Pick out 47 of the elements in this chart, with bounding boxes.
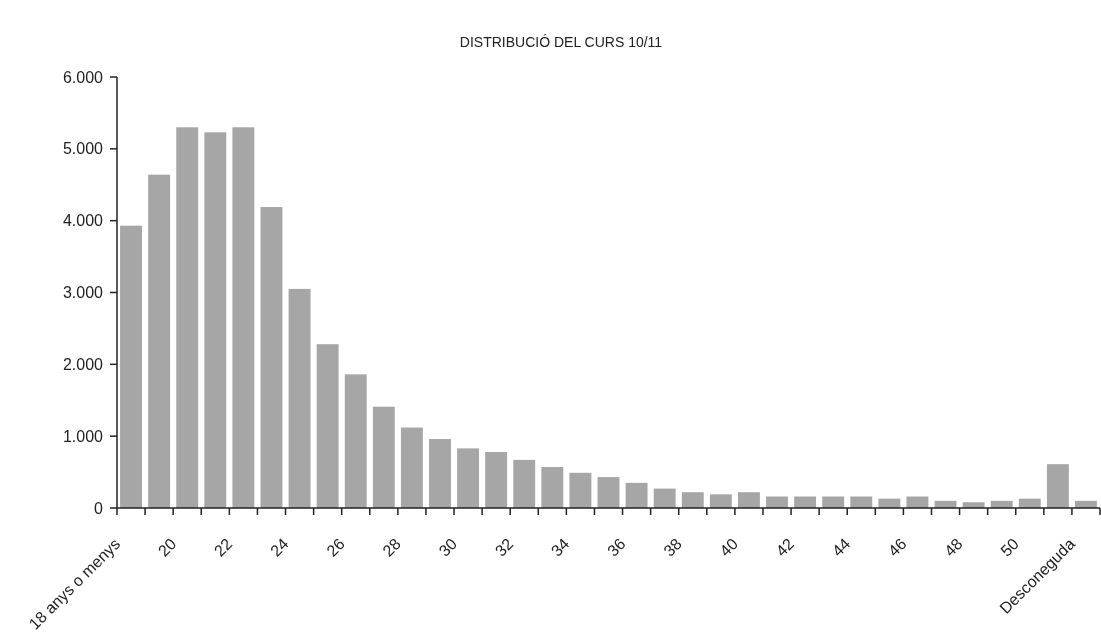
- bar: [316, 344, 339, 508]
- bar: [597, 477, 620, 508]
- bar: [120, 225, 142, 508]
- x-tick-label: 44: [828, 535, 854, 560]
- bar: [485, 451, 508, 508]
- y-tick-label: 2.000: [62, 355, 104, 373]
- bar: [288, 288, 311, 508]
- x-tick-label: 28: [379, 535, 405, 560]
- bar: [400, 427, 423, 508]
- bar: [232, 127, 255, 508]
- bar: [737, 492, 760, 508]
- x-tick-label: 36: [604, 535, 629, 560]
- y-tick-label: 1.000: [62, 427, 104, 445]
- bar: [457, 448, 480, 508]
- x-tick-label: 22: [210, 535, 236, 560]
- x-tick-label: 42: [772, 535, 798, 560]
- x-tick-label: 40: [716, 535, 742, 560]
- bar: [429, 439, 451, 508]
- y-tick-label: 6.000: [62, 68, 104, 86]
- x-tick-label: 32: [491, 535, 517, 560]
- chart-title: DISTRIBUCIÓ DEL CURS 10/11: [459, 34, 663, 50]
- bar: [1046, 464, 1069, 508]
- x-tick-label: 34: [547, 535, 573, 560]
- x-tick-label: 30: [435, 535, 461, 560]
- bar: [204, 132, 227, 508]
- bar: [569, 472, 592, 508]
- y-tick-label: 4.000: [62, 212, 104, 230]
- x-tick-label: 24: [267, 535, 292, 560]
- bar: [513, 459, 536, 508]
- x-tick-label: 46: [884, 535, 910, 560]
- bar: [176, 127, 199, 508]
- y-tick-label: 5.000: [62, 140, 104, 158]
- bar: [372, 406, 395, 508]
- y-tick-label: 0: [94, 499, 104, 517]
- bar: [260, 207, 283, 508]
- x-tick-label: 38: [660, 535, 685, 560]
- bar: [148, 174, 171, 508]
- x-tick-label: 20: [154, 535, 180, 560]
- y-tick-label: 3.000: [62, 284, 104, 302]
- bar: [344, 374, 367, 508]
- bar: [709, 494, 732, 508]
- bar: [681, 492, 704, 508]
- x-tick-label: 48: [941, 535, 966, 560]
- bar: [625, 482, 648, 508]
- bar: [541, 467, 564, 508]
- bar: [653, 488, 676, 508]
- x-tick-label: 26: [323, 535, 348, 560]
